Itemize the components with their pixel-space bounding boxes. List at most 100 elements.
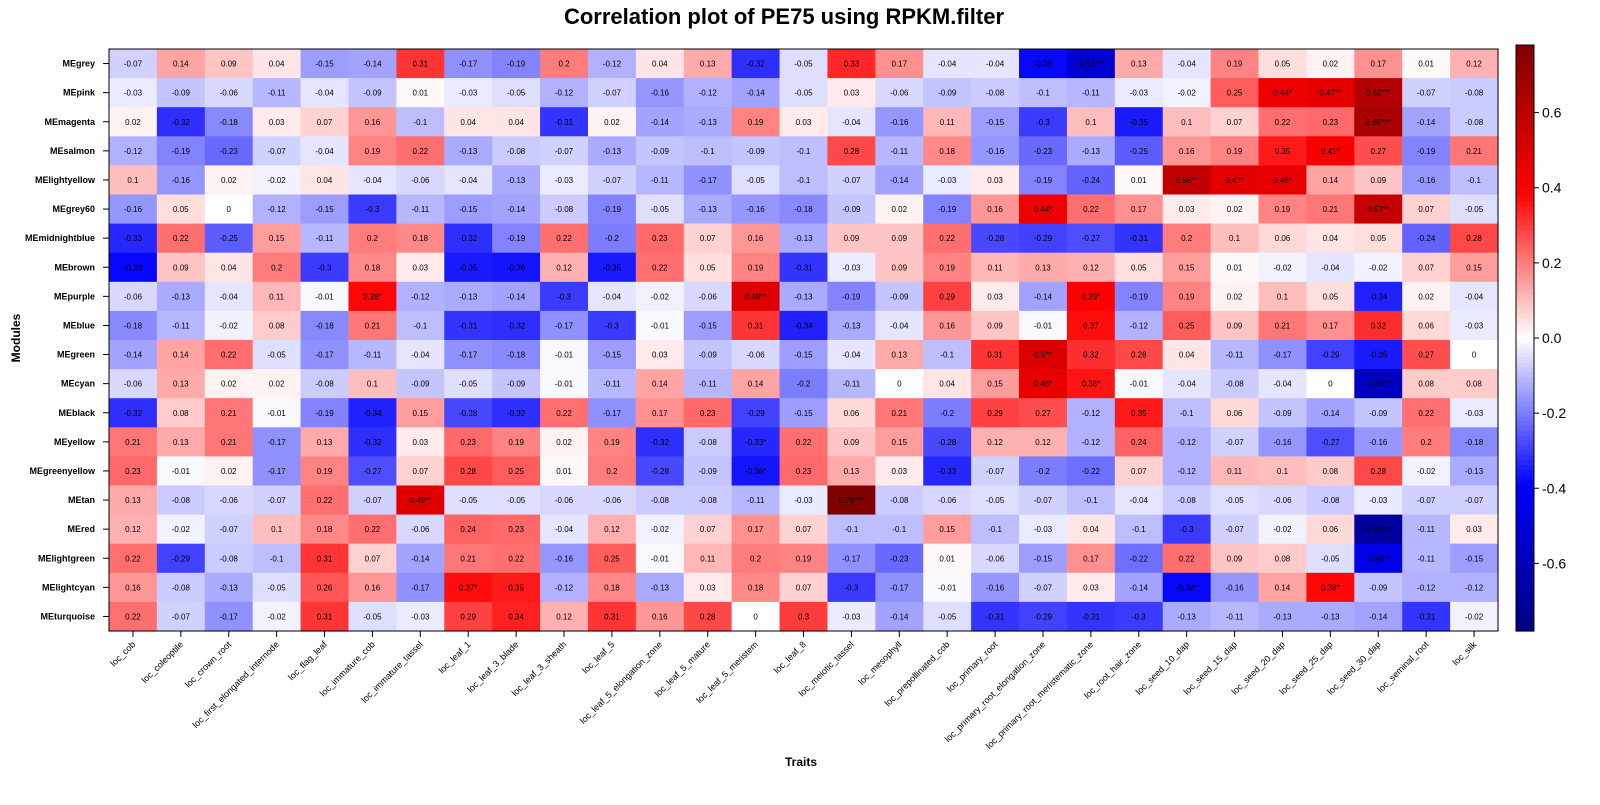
colorbar-segment [1516,103,1534,110]
colorbar-segment [1516,79,1534,85]
heatmap-cell [1019,281,1068,312]
heatmap-cell [923,165,972,196]
heatmap-cell [252,194,302,225]
cell-value-label: 0.09 [892,263,908,272]
colorbar-segment [1516,469,1534,476]
heatmap-cell [1162,194,1212,225]
cell-value-label: 0.26 [317,583,333,592]
heatmap-cell [156,310,206,341]
cell-value-label: 0.22 [556,409,572,418]
heatmap-cell [1114,514,1164,545]
heatmap-cell [300,572,350,603]
cell-value-label: 0.19 [604,438,620,447]
cell-value-label: -0.2 [797,380,811,389]
cell-value-label: 0.03 [987,176,1003,185]
cell-value-label: -0.04 [1465,292,1484,301]
cell-value-label: 0.19 [1179,292,1195,301]
cell-value-label: -0.03 [124,89,143,98]
cell-value-label: 0.07 [1227,118,1243,127]
heatmap-cell [348,369,397,399]
cell-value-label: -0.15 [1465,554,1484,563]
heatmap-cell [109,165,158,196]
row-label: MEgrey60 [52,204,95,214]
cell-value-label: -0.07 [220,525,239,534]
heatmap-cell [396,252,445,283]
cell-value-label: 0.11 [700,554,716,563]
heatmap-cell [635,136,685,166]
heatmap-cell [587,427,637,457]
heatmap-cell [492,543,541,574]
heatmap-cell [444,514,493,545]
colorbar-segment [1516,547,1534,554]
cell-value-label: -0.03 [938,176,957,185]
heatmap-cell [1450,252,1499,283]
cell-value-label: -0.34 [794,321,813,330]
heatmap-cell [1450,601,1499,632]
heatmap-cell [683,485,733,516]
heatmap-cell [492,310,541,341]
cell-value-label: 0.28 [1131,351,1147,360]
heatmap-cell [971,223,1020,254]
colorbar-segment [1516,396,1534,403]
colorbar-tick-label: 0.6 [1542,105,1562,121]
heatmap-cell [204,572,254,603]
cell-value-label: 0.11 [269,292,285,301]
cell-value-label: 0.16 [748,234,764,243]
cell-value-label: -0.06 [699,292,718,301]
cell-value-label: -0.31 [1417,612,1436,621]
cell-value-label: -0.14 [1369,612,1388,621]
heatmap-cell [1306,456,1355,487]
heatmap-cell [300,223,350,254]
heatmap-cell [492,223,541,254]
heatmap-cell [875,369,924,399]
heatmap-cell [444,572,493,603]
heatmap-cell [396,78,445,108]
colorbar-segment [1516,289,1534,295]
cell-value-label: 0.07 [1418,263,1434,272]
cell-value-label: -0.02 [1369,263,1388,272]
heatmap-cell [971,369,1020,399]
cell-value-label: 0.58** [1176,176,1198,185]
cell-value-label: -0.3 [844,583,858,592]
heatmap-cell [1019,136,1068,166]
heatmap-cell [1066,78,1116,108]
heatmap-cell [1066,514,1116,545]
heatmap-cell [1210,165,1260,196]
heatmap-cell [971,427,1020,457]
heatmap-cell [444,369,493,399]
cell-value-label: -0.15 [1034,554,1053,563]
heatmap-cell [1114,369,1164,399]
cell-value-label: -0.01 [1130,380,1149,389]
cell-value-label: -0.06 [411,525,430,534]
heatmap-cell [204,427,254,457]
cell-value-label: 0.15 [1466,263,1482,272]
cell-value-label: -0.19 [172,147,191,156]
row-labels: MEgrey MEpink MEmagenta MEsalmon MElightyell… [25,59,109,621]
heatmap-cell [587,78,637,108]
heatmap-cell [540,572,589,603]
heatmap-cell [1114,252,1164,283]
heatmap-cell [1162,49,1212,79]
cell-value-label: -0.31 [1130,234,1149,243]
cell-value-label: -0.12 [603,60,622,69]
cell-value-label: -0.16 [1273,438,1292,447]
cell-value-label: -0.16 [651,89,670,98]
cell-value-label: -0.35 [1369,351,1388,360]
column-label: loc_leaf_5 [580,639,616,675]
heatmap-cell [1258,165,1308,196]
cell-value-label: 0.12 [556,612,572,621]
cell-value-label: 0.22 [1418,409,1434,418]
colorbar-segment [1516,479,1534,486]
cell-value-label: 0.2 [1181,234,1193,243]
heatmap-cell [300,514,350,545]
cell-value-label: -0.06 [746,351,765,360]
cell-value-label: 0.22 [125,554,141,563]
heatmap-cell [1210,281,1260,312]
colorbar-segment [1516,474,1534,481]
cell-value-label: 0.04 [508,118,524,127]
heatmap-cell [300,427,350,457]
cell-value-label: 0.04 [652,60,668,69]
heatmap-cell [109,107,158,137]
heatmap-cell [875,165,924,196]
